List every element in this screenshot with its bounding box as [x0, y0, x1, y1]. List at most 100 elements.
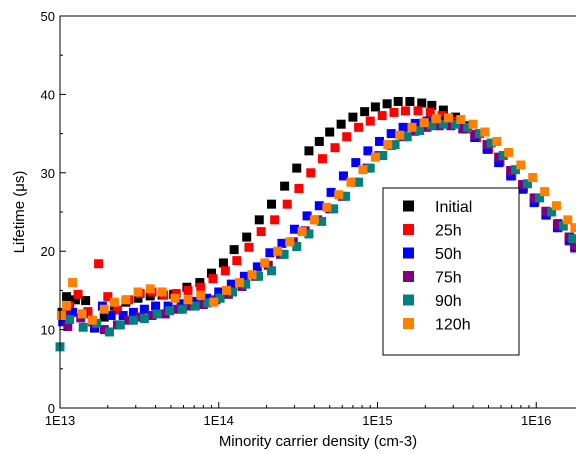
legend-marker-25h — [403, 224, 414, 235]
data-point — [456, 114, 466, 124]
data-point — [317, 216, 327, 226]
data-point — [382, 99, 392, 109]
data-point — [336, 119, 346, 129]
x-tick-label-1E14: 1E14 — [204, 413, 234, 428]
data-point — [494, 158, 504, 168]
data-point — [510, 165, 520, 175]
legend-label-120h: 120h — [435, 317, 471, 334]
data-point — [470, 129, 480, 139]
data-point — [393, 96, 403, 106]
data-point — [494, 152, 504, 162]
data-point — [351, 158, 361, 168]
data-point — [202, 293, 212, 303]
data-point — [190, 301, 200, 311]
data-point — [123, 315, 133, 325]
legend-label-Initial: Initial — [435, 199, 472, 216]
legend-marker-75h — [403, 271, 414, 282]
data-point — [62, 301, 72, 311]
data-point — [94, 259, 104, 269]
data-point — [463, 122, 473, 132]
data-point — [145, 284, 155, 294]
data-point — [516, 160, 526, 170]
data-point — [302, 211, 312, 221]
data-point — [215, 293, 225, 303]
y-tick-label-50: 50 — [41, 9, 55, 24]
data-point — [365, 163, 375, 173]
data-point — [413, 106, 423, 116]
data-point — [417, 98, 427, 108]
data-point — [185, 301, 195, 311]
data-point — [109, 297, 119, 307]
data-point — [529, 193, 539, 203]
data-point — [133, 293, 143, 303]
data-point — [354, 122, 364, 132]
data-point — [354, 177, 364, 187]
data-point — [171, 289, 181, 299]
legend-label-90h: 90h — [435, 293, 462, 310]
data-point — [128, 315, 138, 325]
data-point — [486, 138, 496, 148]
data-point — [563, 215, 573, 225]
data-point — [378, 151, 388, 161]
data-point — [498, 151, 508, 161]
data-point — [443, 113, 453, 123]
data-point — [329, 204, 339, 214]
data-point — [570, 223, 576, 233]
data-point — [292, 163, 302, 173]
data-point — [314, 136, 324, 146]
data-point — [294, 183, 304, 193]
data-point — [112, 305, 122, 315]
data-point — [227, 287, 237, 297]
legend-marker-Initial — [403, 200, 414, 212]
data-point — [81, 296, 91, 306]
data-point — [446, 121, 456, 131]
data-point — [277, 238, 287, 248]
data-point — [195, 278, 205, 288]
data-point — [370, 152, 380, 162]
data-point — [304, 229, 314, 239]
legend-marker-90h — [403, 294, 414, 306]
data-point — [63, 321, 73, 331]
data-point — [222, 285, 232, 295]
y-tick-label-0: 0 — [48, 401, 55, 416]
legend-marker-50h — [403, 247, 414, 259]
data-point — [504, 147, 514, 157]
data-point — [83, 307, 93, 317]
data-point — [218, 258, 228, 268]
data-point — [279, 249, 289, 259]
data-point — [558, 221, 568, 231]
data-point — [232, 256, 242, 266]
data-point — [252, 262, 262, 272]
data-point — [377, 111, 387, 121]
data-point — [425, 107, 435, 117]
data-point — [256, 227, 266, 237]
data-point — [121, 295, 131, 305]
legend-label-75h: 75h — [435, 270, 462, 287]
y-tick-label-10: 10 — [41, 323, 55, 338]
data-point — [206, 268, 216, 278]
data-point — [342, 132, 352, 142]
x-tick-label-1E13: 1E13 — [45, 413, 75, 428]
data-point — [309, 215, 319, 225]
legend-marker-120h — [403, 318, 414, 329]
x-tick-label-1E15: 1E15 — [362, 413, 392, 428]
data-point — [389, 107, 399, 117]
data-point — [398, 122, 408, 132]
data-point — [383, 140, 393, 150]
data-point — [242, 232, 252, 242]
data-point — [535, 193, 545, 203]
data-point — [334, 190, 344, 200]
data-point — [239, 271, 249, 281]
y-tick-label-40: 40 — [41, 87, 55, 102]
data-point — [326, 187, 336, 197]
data-point — [415, 125, 425, 135]
series-90h — [55, 119, 576, 352]
data-point — [189, 296, 199, 306]
data-point — [280, 181, 290, 191]
data-point — [422, 122, 432, 132]
data-point — [196, 282, 206, 292]
data-point — [304, 146, 314, 156]
data-point — [196, 290, 206, 300]
data-point — [419, 118, 429, 128]
